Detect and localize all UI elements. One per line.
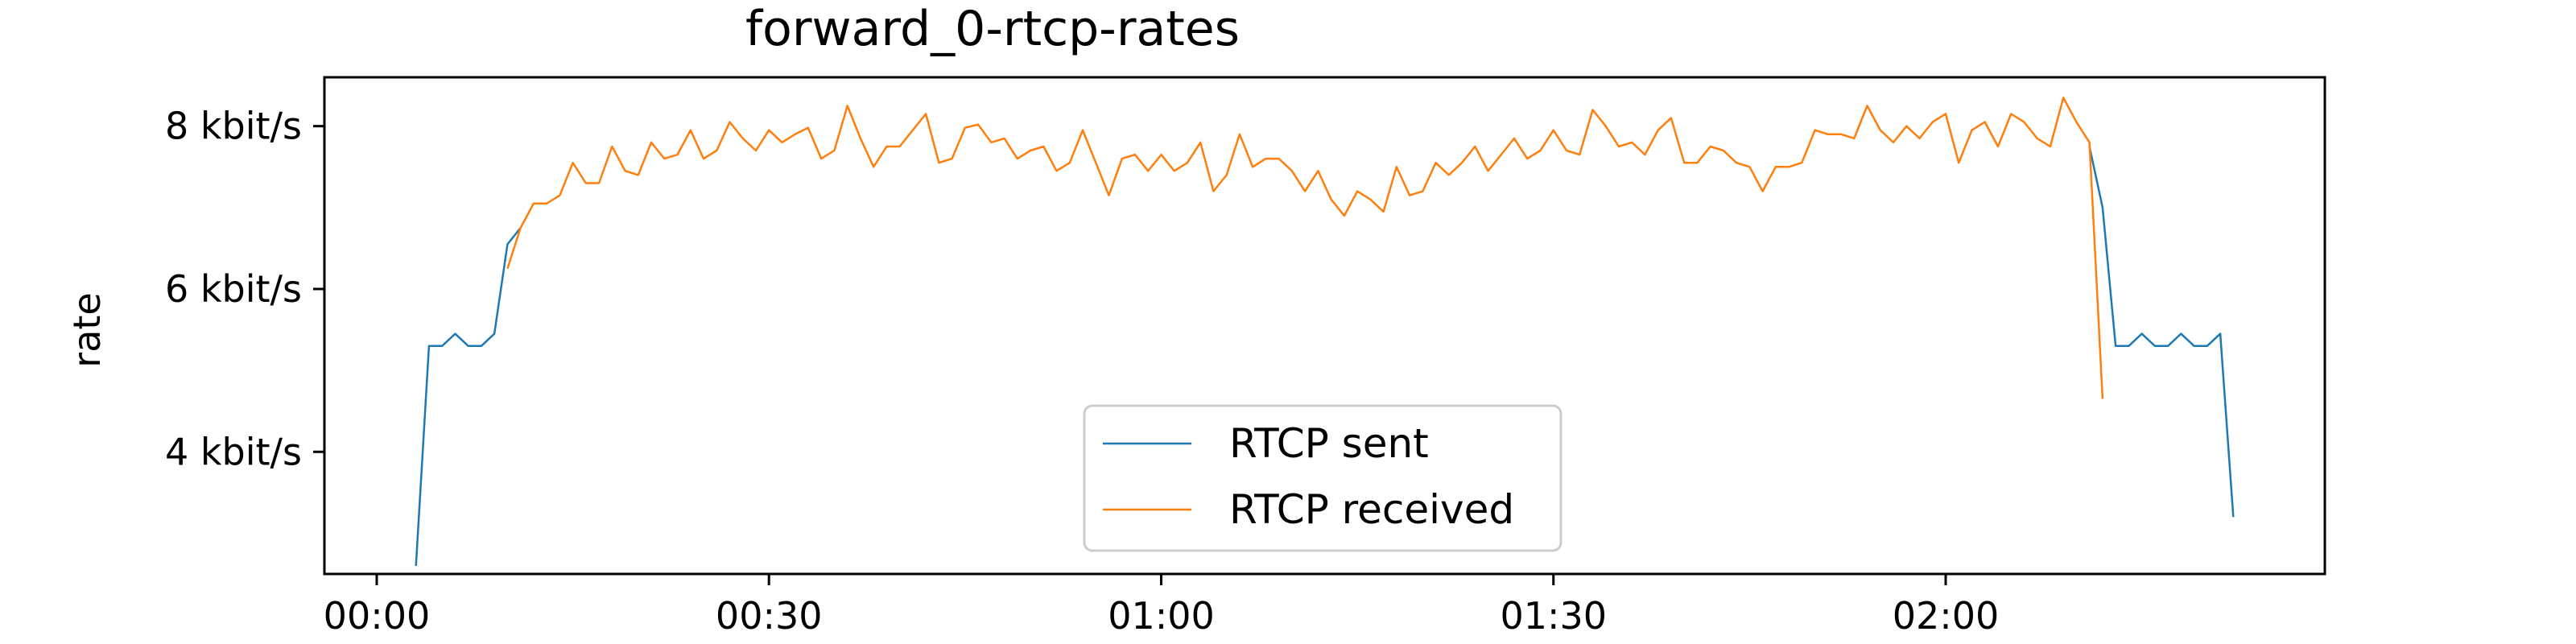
y-tick-label: 6 kbit/s bbox=[165, 267, 302, 311]
legend-box bbox=[1083, 404, 1563, 552]
legend-label-rtcp-sent: RTCP sent bbox=[1229, 420, 1429, 467]
plot-lines bbox=[415, 97, 2235, 566]
chart-title: forward_0-rtcp-rates bbox=[745, 1, 1240, 57]
y-axis-ticks: 4 kbit/s 6 kbit/s 8 kbit/s bbox=[165, 105, 324, 473]
x-tick-label: 00:00 bbox=[324, 594, 431, 638]
y-axis-label: rate bbox=[65, 292, 109, 367]
legend-label-rtcp-received: RTCP received bbox=[1229, 486, 1514, 533]
x-tick-label: 00:30 bbox=[716, 594, 823, 638]
x-tick-label: 01:30 bbox=[1500, 594, 1607, 638]
x-axis-ticks: 00:00 00:30 01:00 01:30 02:00 bbox=[324, 574, 2000, 638]
series-line-rtcp-sent-part-1 bbox=[415, 227, 522, 566]
legend: RTCP sent RTCP received bbox=[1083, 404, 1563, 552]
x-tick-label: 01:00 bbox=[1108, 594, 1215, 638]
plot-frame bbox=[323, 76, 2326, 576]
x-tick-label: 02:00 bbox=[1893, 594, 2000, 638]
series-line-rtcp-sent-part-2 bbox=[2088, 146, 2235, 518]
y-tick-label: 4 kbit/s bbox=[165, 430, 302, 473]
y-tick-label: 8 kbit/s bbox=[165, 105, 302, 148]
series-line-rtcp-received bbox=[506, 97, 2104, 399]
